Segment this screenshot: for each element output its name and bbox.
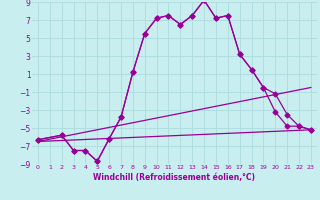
X-axis label: Windchill (Refroidissement éolien,°C): Windchill (Refroidissement éolien,°C)	[93, 173, 255, 182]
